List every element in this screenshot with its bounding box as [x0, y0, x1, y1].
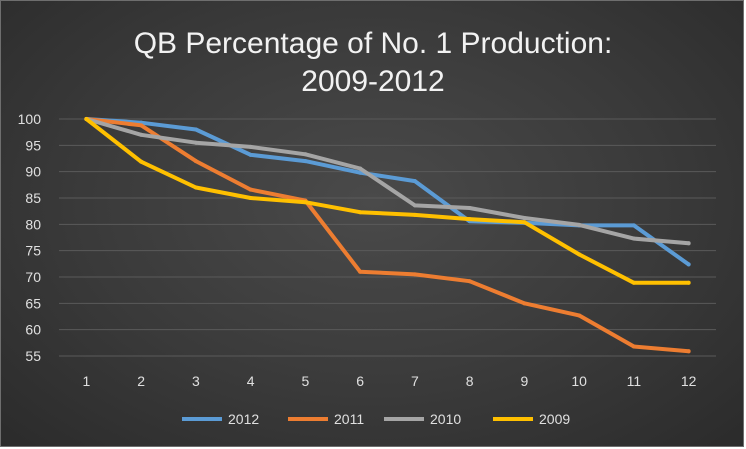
series-line-2009	[84, 117, 691, 285]
series-line-2010	[84, 117, 691, 246]
data-point-2012	[303, 159, 308, 164]
x-tick-label: 4	[247, 373, 255, 389]
data-point-2009	[303, 200, 308, 205]
data-point-2009	[631, 280, 636, 285]
data-point-2009	[84, 117, 89, 121]
y-tick-label: 75	[25, 243, 41, 259]
y-tick-label: 90	[25, 164, 41, 180]
data-point-2009	[412, 212, 417, 217]
y-tick-label: 70	[25, 269, 41, 285]
data-point-2010	[358, 166, 363, 171]
data-point-2011	[686, 349, 691, 354]
series-lines	[84, 117, 691, 354]
data-point-2011	[631, 344, 636, 349]
data-point-2011	[248, 187, 253, 192]
data-point-2011	[358, 269, 363, 274]
data-point-2010	[193, 140, 198, 145]
x-axis-ticks: 1 2 3 4 5 6 7 8 9 10 11 12	[82, 373, 696, 389]
y-tick-label: 65	[25, 295, 41, 311]
data-point-2009	[467, 217, 472, 222]
x-tick-label: 2	[137, 373, 145, 389]
data-point-2011	[522, 301, 527, 306]
y-tick-label: 60	[25, 322, 41, 338]
y-tick-label: 85	[25, 190, 41, 206]
data-point-2012	[193, 127, 198, 132]
data-point-2009	[358, 210, 363, 215]
x-tick-label: 7	[411, 373, 419, 389]
y-tick-label: 95	[25, 137, 41, 153]
data-point-2010	[412, 203, 417, 208]
data-point-2011	[467, 279, 472, 284]
x-tick-label: 1	[82, 373, 90, 389]
y-tick-label: 100	[18, 111, 42, 127]
y-tick-label: 55	[25, 348, 41, 364]
data-point-2012	[412, 179, 417, 184]
data-point-2011	[412, 272, 417, 277]
data-point-2010	[686, 241, 691, 246]
chart-title-line-1: QB Percentage of No. 1 Production:	[134, 27, 613, 60]
legend-label-2011: 2011	[334, 411, 364, 427]
data-point-2009	[193, 185, 198, 190]
data-point-2010	[139, 132, 144, 137]
data-point-2011	[193, 159, 198, 164]
data-point-2010	[577, 222, 582, 227]
data-point-2012	[248, 152, 253, 157]
y-tick-label: 80	[25, 216, 41, 232]
x-tick-label: 5	[301, 373, 309, 389]
data-point-2009	[686, 280, 691, 285]
data-point-2012	[631, 223, 636, 228]
data-point-2010	[467, 206, 472, 211]
data-point-2010	[303, 152, 308, 157]
x-tick-label: 9	[520, 373, 528, 389]
series-line-2011	[84, 117, 691, 354]
data-point-2010	[248, 144, 253, 149]
data-point-2009	[522, 220, 527, 225]
data-point-2009	[139, 159, 144, 164]
legend-label-2012: 2012	[228, 411, 259, 427]
gridlines	[59, 118, 716, 357]
data-point-2011	[139, 123, 144, 128]
data-point-2009	[248, 196, 253, 200]
legend-label-2009: 2009	[539, 411, 570, 427]
legend-label-2010: 2010	[430, 411, 461, 427]
y-axis-ticks: 100 95 90 85 80 75 70 65 60 55	[18, 111, 42, 364]
x-tick-label: 11	[627, 373, 642, 389]
x-tick-label: 10	[571, 373, 587, 389]
data-point-2012	[358, 170, 363, 175]
data-point-2011	[577, 313, 582, 318]
data-point-2010	[631, 236, 636, 241]
x-tick-label: 6	[356, 373, 364, 389]
x-tick-label: 8	[466, 373, 474, 389]
data-point-2010	[522, 216, 527, 221]
x-tick-label: 12	[681, 373, 697, 389]
x-tick-label: 3	[192, 373, 200, 389]
data-point-2012	[686, 262, 691, 267]
data-point-2009	[577, 252, 582, 257]
legend: 2012 2011 2010 2009	[182, 411, 570, 427]
chart-title-line-2: 2009-2012	[301, 65, 444, 98]
